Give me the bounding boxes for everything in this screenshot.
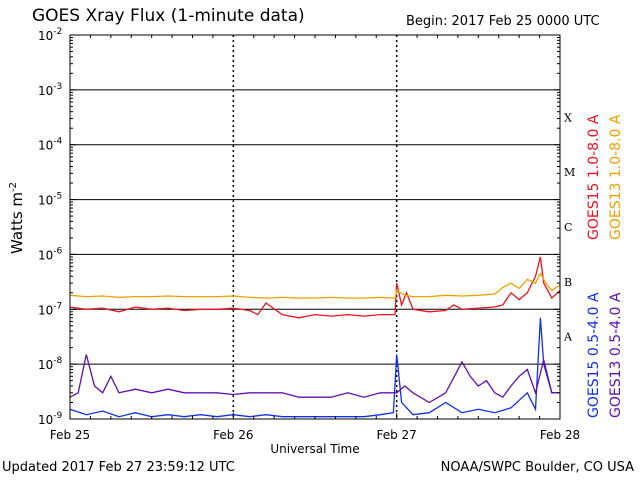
x-axis-label: Universal Time [270, 442, 360, 456]
x-tick-label: Feb 27 [376, 428, 416, 442]
y-tick-label: 10-5 [38, 192, 62, 208]
updated-timestamp: Updated 2017 Feb 27 23:59:12 UTC [2, 460, 235, 475]
legend: GOES15 1.0-8.0 A GOES13 1.0-8.0 A GOES15 0… [586, 114, 624, 418]
series-lines [69, 256, 561, 418]
flare-class-label: X [564, 111, 572, 124]
legend-entry: GOES13 1.0-8.0 A [608, 114, 624, 240]
chart-title: GOES Xray Flux (1-minute data) [32, 6, 305, 26]
y-tick-label: 10-9 [38, 411, 63, 427]
y-tick-label: 10-6 [38, 246, 63, 262]
series-line [69, 317, 560, 418]
series-line [69, 354, 560, 404]
plot-frame [69, 34, 561, 420]
y-axis-label: Watts m-2 [8, 182, 26, 254]
flare-class-label: B [564, 276, 572, 289]
flare-class-label: C [564, 221, 572, 234]
credit-text: NOAA/SWPC Boulder, CO USA [440, 460, 634, 475]
y-tick-label: 10-4 [38, 137, 63, 153]
x-tick-label: Feb 26 [213, 428, 253, 442]
x-tick-label: Feb 25 [50, 428, 90, 442]
begin-time: Begin: 2017 Feb 25 0000 UTC [406, 14, 600, 29]
y-tick-label: 10-8 [38, 356, 63, 372]
y-tick-label: 10-3 [38, 82, 62, 98]
series-line [69, 256, 561, 319]
x-tick-label: Feb 28 [540, 428, 580, 442]
legend-entry: GOES13 0.5-4.0 A [608, 292, 624, 418]
legend-entry: GOES15 1.0-8.0 A [586, 114, 602, 240]
grid-lines [70, 34, 560, 420]
legend-entry: GOES15 0.5-4.0 A [586, 292, 602, 418]
y-tick-label: 10-2 [38, 27, 62, 43]
flare-class-label: M [564, 166, 575, 179]
flare-class-label: A [563, 331, 573, 344]
y-tick-label: 10-7 [38, 301, 62, 317]
series-line [69, 272, 561, 299]
